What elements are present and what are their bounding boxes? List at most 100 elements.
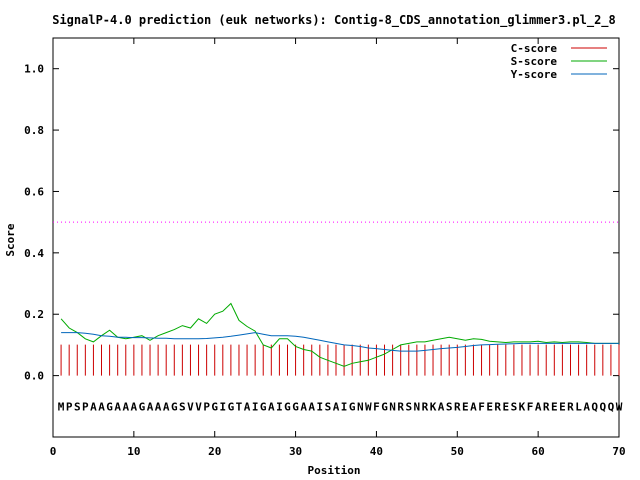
sequence-letter: Q [600, 400, 607, 413]
y-tick-label: 0.4 [24, 247, 44, 260]
y-axis-label: Score [4, 223, 17, 256]
c-score-series [60, 344, 620, 376]
sequence-letter: A [300, 400, 307, 413]
sequence-letter: A [308, 400, 315, 413]
sequence-letter: S [446, 400, 453, 413]
y-tick-label: 0.8 [24, 124, 44, 137]
x-tick-label: 60 [532, 445, 545, 458]
sequence-letter: M [58, 400, 65, 413]
sequence-letter: V [195, 400, 202, 413]
sequence-letter: R [422, 400, 429, 413]
x-tick-label: 30 [289, 445, 302, 458]
sequence-letter: E [462, 400, 469, 413]
sequence-letter: F [373, 400, 380, 413]
sequence-letter: A [147, 400, 154, 413]
sequence-letter: R [543, 400, 550, 413]
sequence-letter: G [349, 400, 356, 413]
sequence-letter: T [236, 400, 243, 413]
sequence-letter: E [502, 400, 509, 413]
sequence-letter: A [90, 400, 97, 413]
sequence-letter: G [171, 400, 178, 413]
plot-frame [52, 37, 620, 438]
sequence-letter: W [616, 400, 623, 413]
legend-label-c-score: C-score [511, 42, 558, 55]
sequence-letter: P [82, 400, 89, 413]
x-tick-label: 20 [208, 445, 221, 458]
sequence-letter: N [389, 400, 396, 413]
x-tick-label: 70 [612, 445, 625, 458]
sequence-letter: G [381, 400, 388, 413]
sequence-letter: G [284, 400, 291, 413]
sequence-letter: R [494, 400, 501, 413]
sequence-letter: G [228, 400, 235, 413]
sequence-letter: A [114, 400, 121, 413]
sequence-letter: L [575, 400, 582, 413]
sequence-letter: A [155, 400, 162, 413]
sequence-letter: P [203, 400, 210, 413]
sequence-letter: G [106, 400, 113, 413]
sequence-letter: W [365, 400, 372, 413]
y-axis: 0.0 0.2 0.4 0.6 0.8 1.0 [24, 63, 619, 383]
sequence-letter: S [74, 400, 81, 413]
legend-label-y-score: Y-score [511, 68, 558, 81]
sequence-letter: N [414, 400, 421, 413]
y-tick-label: 0.6 [24, 185, 44, 198]
sequence-letter: E [551, 400, 558, 413]
sequence-letter: I [219, 400, 226, 413]
sequence-letter: N [357, 400, 364, 413]
sequence-letter: A [583, 400, 590, 413]
sequence-letter: Q [591, 400, 598, 413]
sequence-letter: A [535, 400, 542, 413]
x-tick-label: 50 [451, 445, 464, 458]
y-tick-label: 0.2 [24, 308, 44, 321]
x-tick-label: 10 [127, 445, 140, 458]
sequence-letter: R [567, 400, 574, 413]
sequence-letter: G [139, 400, 146, 413]
x-axis-label: Position [308, 464, 361, 477]
sequence-letter: A [268, 400, 275, 413]
sequence-letter: A [333, 400, 340, 413]
sequence-letter: G [211, 400, 218, 413]
y-score-line [61, 332, 619, 352]
sequence-letter: I [252, 400, 259, 413]
x-tick-label: 40 [370, 445, 383, 458]
sequence-letter: F [527, 400, 534, 413]
x-axis: 0 10 20 30 40 50 60 70 [50, 38, 626, 458]
sequence-letter: S [325, 400, 332, 413]
sequence-letter: Q [608, 400, 615, 413]
sequence-letter: V [187, 400, 194, 413]
sequence-letter: E [559, 400, 566, 413]
sequence-letter: S [179, 400, 186, 413]
sequence-letter: A [131, 400, 138, 413]
sequence-letter: S [405, 400, 412, 413]
legend-label-s-score: S-score [511, 55, 558, 68]
x-tick-label: 0 [50, 445, 57, 458]
y-tick-label: 0.0 [24, 370, 44, 383]
sequence-letter: F [478, 400, 485, 413]
sequence-letter: R [397, 400, 404, 413]
sequence-letter: A [122, 400, 129, 413]
sequence-letter: P [66, 400, 73, 413]
s-score-line [60, 302, 619, 367]
chart-title: SignalP-4.0 prediction (euk networks): C… [52, 13, 616, 28]
sequence-letter: I [317, 400, 324, 413]
sequence-letter: S [511, 400, 518, 413]
sequence-letter: E [486, 400, 493, 413]
series-layer [60, 302, 620, 376]
y-tick-label: 1.0 [24, 63, 44, 76]
sequence-letter: I [341, 400, 348, 413]
sequence-letter: K [519, 400, 526, 413]
sequence-letter: G [260, 400, 267, 413]
sequence-letter: K [430, 400, 437, 413]
sequence-letter: R [454, 400, 461, 413]
sequence-letter: A [163, 400, 170, 413]
sequence-letter: I [276, 400, 283, 413]
sequence-letter: A [244, 400, 251, 413]
sequence-letter: A [98, 400, 105, 413]
sequence-letter: A [438, 400, 445, 413]
sequence-letter: G [292, 400, 299, 413]
